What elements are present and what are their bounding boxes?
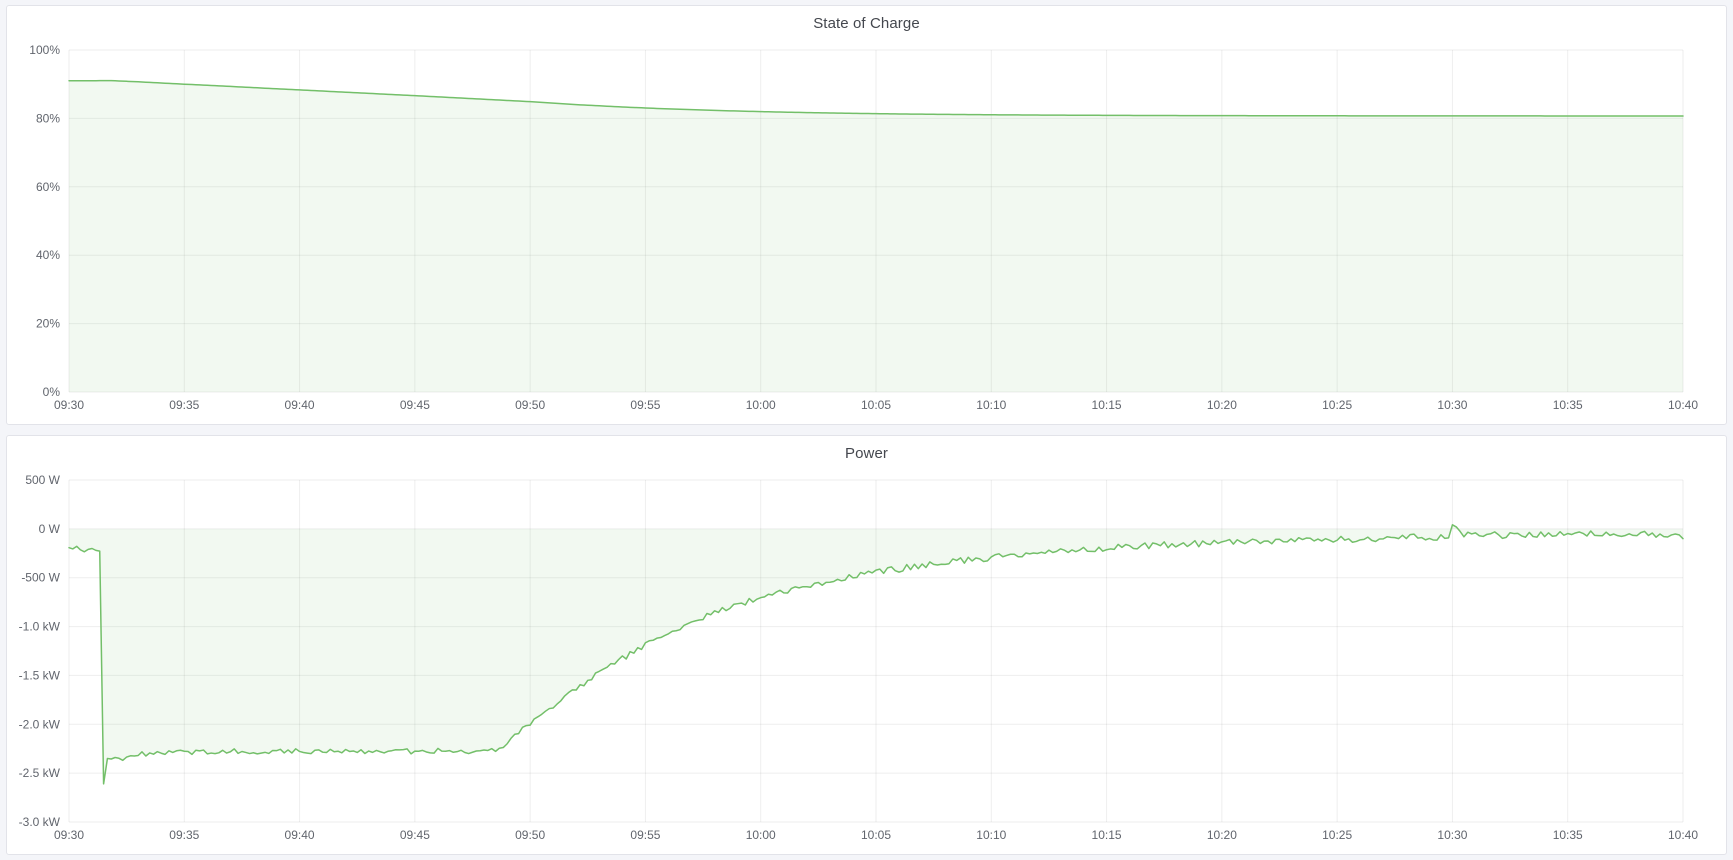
x-tick-label: 10:40 (1668, 398, 1698, 412)
x-tick-label: 09:40 (285, 398, 315, 412)
y-tick-label: -500 W (21, 571, 60, 585)
series-line (68, 79, 1684, 117)
series-line (68, 524, 1684, 785)
power-panel: Power 500 W 0 W -500 W -1.0 kW -1.5 kW -2.0 k… (6, 435, 1727, 855)
x-tick-label: 09:30 (54, 828, 84, 842)
power-chart-canvas[interactable]: 500 W 0 W -500 W -1.0 kW -1.5 kW -2.0 kW -2.5 … (7, 436, 1726, 854)
x-tick-label: 10:00 (746, 828, 776, 842)
axis-labels: 500 W 0 W -500 W -1.0 kW -1.5 kW -2.0 kW -2.5 … (19, 473, 1699, 842)
x-tick-label: 09:45 (400, 398, 430, 412)
soc-panel-title[interactable]: State of Charge (813, 15, 920, 32)
x-tick-label: 10:30 (1437, 398, 1467, 412)
x-tick-label: 10:40 (1668, 828, 1698, 842)
grid (68, 49, 1684, 393)
x-tick-label: 10:05 (861, 828, 891, 842)
x-tick-label: 10:00 (746, 398, 776, 412)
x-tick-label: 10:25 (1322, 398, 1352, 412)
x-tick-label: 10:15 (1092, 398, 1122, 412)
y-tick-label: -1.0 kW (19, 620, 61, 634)
y-tick-label: 20% (36, 317, 60, 331)
y-tick-label: 100% (29, 43, 60, 57)
y-tick-label: 60% (36, 180, 60, 194)
x-tick-label: 10:25 (1322, 828, 1352, 842)
x-tick-label: 10:20 (1207, 828, 1237, 842)
x-tick-label: 10:05 (861, 398, 891, 412)
x-tick-label: 09:45 (400, 828, 430, 842)
x-tick-label: 09:55 (630, 398, 660, 412)
y-tick-label: 0% (43, 385, 61, 399)
x-tick-label: 10:35 (1553, 828, 1583, 842)
x-tick-label: 10:20 (1207, 398, 1237, 412)
y-tick-label: 40% (36, 248, 60, 262)
series-fill (69, 524, 1683, 784)
y-tick-label: 0 W (39, 522, 61, 536)
y-tick-label: 80% (36, 111, 60, 125)
x-tick-label: 10:35 (1553, 398, 1583, 412)
x-tick-label: 09:55 (630, 828, 660, 842)
x-tick-label: 10:10 (976, 828, 1006, 842)
x-tick-label: 09:35 (169, 828, 199, 842)
x-tick-label: 09:35 (169, 398, 199, 412)
series-fill (69, 80, 1683, 392)
soc-panel: State of Charge 100% 80% 60% 40% 20% 0% 09:30 0… (6, 5, 1727, 425)
x-tick-label: 09:50 (515, 398, 545, 412)
grid (68, 479, 1684, 823)
y-tick-label: -2.0 kW (19, 717, 61, 731)
y-tick-label: -3.0 kW (19, 815, 61, 829)
y-tick-label: -1.5 kW (19, 668, 61, 682)
y-tick-label: 500 W (25, 473, 60, 487)
power-panel-title[interactable]: Power (844, 445, 889, 462)
x-tick-label: 09:50 (515, 828, 545, 842)
x-tick-label: 10:10 (976, 398, 1006, 412)
y-tick-label: -2.5 kW (19, 766, 61, 780)
soc-chart-canvas[interactable]: 100% 80% 60% 40% 20% 0%09:30 09:35 09:40 09:45 09… (7, 6, 1726, 424)
x-tick-label: 10:15 (1092, 828, 1122, 842)
axis-labels: 100% 80% 60% 40% 20% 0%09:30 09:35 09:40 09:45 09… (29, 43, 1698, 412)
x-tick-label: 09:40 (285, 828, 315, 842)
x-tick-label: 10:30 (1437, 828, 1467, 842)
x-tick-label: 09:30 (54, 398, 84, 412)
